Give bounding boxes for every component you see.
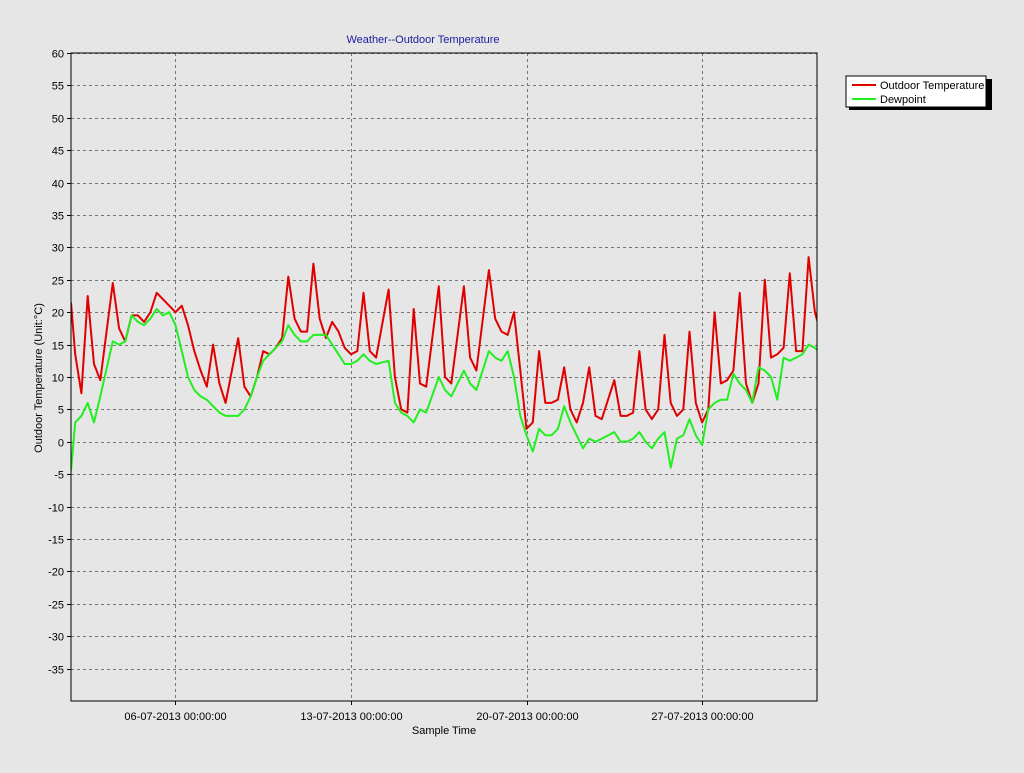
legend-box — [845, 75, 987, 108]
x-tick-label: 20-07-2013 00:00:00 — [476, 711, 578, 723]
chart-title: Weather--Outdoor Temperature — [346, 34, 499, 46]
legend-items: Outdoor Temperature Dewpoint — [852, 80, 984, 106]
y-tick-label: 40 — [52, 179, 64, 191]
y-tick-label: 25 — [52, 276, 64, 288]
y-tick-label: -30 — [48, 632, 64, 644]
y-tick-label: -25 — [48, 600, 64, 612]
y-tick-label: 60 — [52, 49, 64, 61]
legend-label: Outdoor Temperature — [880, 80, 984, 92]
series-line-dewpoint — [71, 308, 817, 472]
y-tick-label: 0 — [58, 438, 64, 450]
y-tick-label: 5 — [58, 405, 64, 417]
x-axis-label: Sample Time — [412, 725, 476, 737]
legend: Outdoor Temperature Dewpoint — [845, 75, 992, 110]
x-tick-label: 06-07-2013 00:00:00 — [124, 711, 226, 723]
y-tick-label: 15 — [52, 341, 64, 353]
y-tick-label: 30 — [52, 243, 64, 255]
plot-frame — [70, 52, 818, 702]
y-tick-label: -10 — [48, 503, 64, 515]
y-tick-label: 10 — [52, 373, 64, 385]
y-tick-label: 50 — [52, 114, 64, 126]
y-tick-label: -5 — [54, 470, 64, 482]
y-axis-label: Outdoor Temperature (Unit:°C) — [33, 303, 45, 453]
y-tick-label: -15 — [48, 535, 64, 547]
legend-label: Dewpoint — [880, 94, 926, 106]
series-lines — [71, 256, 817, 472]
y-tick-label: -35 — [48, 665, 64, 677]
y-tick-label: 20 — [52, 308, 64, 320]
y-tick-label: 45 — [52, 146, 64, 158]
x-tick-label: 27-07-2013 00:00:00 — [651, 711, 753, 723]
x-tick-label: 13-07-2013 00:00:00 — [300, 711, 402, 723]
y-tick-label: -20 — [48, 567, 64, 579]
y-tick-label: 35 — [52, 211, 64, 223]
y-axis-ticks: 605550454035302520151050-5-10-15-20-25-3… — [48, 49, 71, 677]
x-axis-ticks: 06-07-2013 00:00:00 13-07-2013 00:00:00 20… — [124, 701, 754, 723]
series-line-outdoor-temperature — [71, 256, 817, 430]
y-tick-label: 55 — [52, 81, 64, 93]
